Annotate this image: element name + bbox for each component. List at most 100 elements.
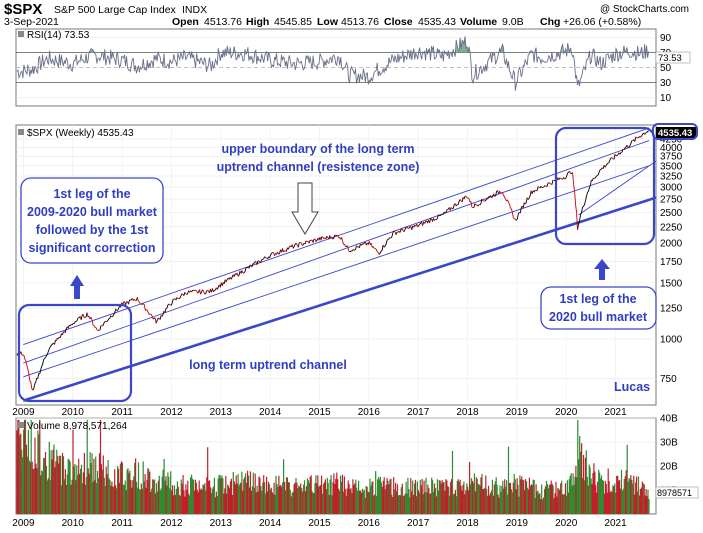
x-label-volume-2017: 2017 bbox=[407, 518, 430, 529]
open-value: 4513.76 bbox=[204, 16, 242, 28]
exchange-label: INDX bbox=[182, 4, 207, 16]
price-tick-1750: 1750 bbox=[660, 257, 683, 268]
callout-2009-line-4: significant correction bbox=[28, 241, 155, 255]
arrow-down-resistance bbox=[291, 182, 319, 235]
x-label-volume-2009: 2009 bbox=[12, 518, 35, 529]
x-axis-labels: 2009 2009 2010 2010 2011 2011 2012 2012 2013 2013… bbox=[12, 407, 627, 529]
price-tick-2500: 2500 bbox=[660, 208, 683, 219]
upper-boundary-line-2: uptrend channel (resistence zone) bbox=[217, 160, 420, 174]
x-label-volume-2018: 2018 bbox=[456, 518, 479, 529]
close-label: Close bbox=[384, 16, 413, 28]
open-label: Open bbox=[172, 16, 199, 28]
price-tag-highlight bbox=[652, 123, 698, 140]
price-tick-4000: 4000 bbox=[660, 143, 683, 154]
rsi-value-tag-box bbox=[655, 51, 691, 64]
x-label-price-2013: 2013 bbox=[210, 407, 233, 418]
low-value: 4513.76 bbox=[341, 16, 379, 28]
x-label-price-2011: 2011 bbox=[111, 407, 133, 418]
price-tick-2000: 2000 bbox=[660, 239, 683, 250]
arrow-up-2009 bbox=[70, 275, 84, 299]
price-legend-swatch bbox=[18, 129, 24, 135]
x-label-volume-2016: 2016 bbox=[358, 518, 381, 529]
x-label-price-2016: 2016 bbox=[358, 407, 381, 418]
price-tick-2250: 2250 bbox=[660, 222, 683, 233]
long-term-support-line bbox=[23, 196, 657, 402]
arrow-up-2020 bbox=[594, 259, 610, 280]
author-label: Lucas bbox=[614, 380, 650, 394]
callout-2020-leg bbox=[540, 286, 657, 330]
x-label-price-2014: 2014 bbox=[259, 407, 282, 418]
price-line-up bbox=[16, 130, 649, 391]
volume-tick-30B: 30B bbox=[660, 438, 678, 449]
x-label-price-2015: 2015 bbox=[308, 407, 331, 418]
callout-2009-leg bbox=[20, 177, 164, 264]
callout-2020-line-2: 2020 bull market bbox=[549, 310, 648, 324]
price-tick-750: 750 bbox=[660, 374, 677, 385]
symbol-label: $SPX bbox=[4, 1, 42, 18]
price-value-tag-box bbox=[656, 127, 696, 138]
price-tick-1250: 1250 bbox=[660, 304, 683, 315]
price-panel-label: $SPX (Weekly) 4535.43 bbox=[27, 128, 134, 139]
upper-boundary-line-1: upper boundary of the long term bbox=[221, 142, 414, 156]
chg-value: +26.06 (+0.58%) bbox=[563, 16, 641, 28]
x-label-volume-2013: 2013 bbox=[210, 518, 233, 529]
volume-panel-label: Volume 8,978,571,264 bbox=[27, 421, 128, 432]
callout-2009-line-1: 1st leg of the bbox=[53, 187, 130, 201]
x-label-price-2018: 2018 bbox=[456, 407, 479, 418]
volume-tick-40B: 40B bbox=[660, 414, 678, 425]
chg-label: Chg bbox=[540, 16, 560, 28]
rsi-tick-30: 30 bbox=[660, 78, 672, 89]
rsi-tick-10: 10 bbox=[660, 93, 672, 104]
quote-date: 3-Sep-2021 bbox=[4, 16, 59, 28]
lower-channel-inner-line bbox=[23, 165, 650, 378]
price-panel bbox=[15, 124, 657, 406]
rsi-panel-label: RSI(14) 73.53 bbox=[27, 30, 90, 41]
volume-value-tag-box bbox=[655, 486, 699, 499]
price-tick-3250: 3250 bbox=[660, 171, 683, 182]
volume-value: 9.0B bbox=[502, 16, 524, 28]
volume-tick-20B: 20B bbox=[660, 462, 678, 473]
x-label-price-2012: 2012 bbox=[160, 407, 183, 418]
rsi-overbought-fill bbox=[89, 48, 94, 53]
close-value: 4535.43 bbox=[418, 16, 456, 28]
volume-value-tag: 8978571 bbox=[657, 488, 692, 498]
callout-2020-line-1: 1st leg of the bbox=[559, 292, 636, 306]
high-value: 4545.85 bbox=[274, 16, 312, 28]
x-label-price-2020: 2020 bbox=[555, 407, 578, 418]
x-label-volume-2014: 2014 bbox=[259, 518, 282, 529]
box-2020-leg bbox=[554, 126, 656, 246]
price-tick-3000: 3000 bbox=[660, 183, 683, 194]
x-label-volume-2019: 2019 bbox=[506, 518, 529, 529]
volume-legend-swatch bbox=[18, 422, 24, 428]
long-term-channel-label: long term uptrend channel bbox=[189, 358, 347, 372]
low-label: Low bbox=[317, 16, 339, 28]
high-label: High bbox=[246, 16, 269, 28]
rsi-line bbox=[16, 36, 650, 91]
callout-2009-line-2: 2009-2020 bull market bbox=[27, 205, 158, 219]
upper-channel-inner-line bbox=[23, 140, 650, 364]
x-label-price-2017: 2017 bbox=[407, 407, 430, 418]
price-tick-3500: 3500 bbox=[660, 161, 683, 172]
price-tick-2750: 2750 bbox=[660, 195, 683, 206]
volume-bars-down bbox=[16, 419, 648, 514]
rsi-legend-swatch bbox=[18, 31, 24, 37]
price-tick-1500: 1500 bbox=[660, 278, 683, 289]
x-label-volume-2020: 2020 bbox=[555, 518, 578, 529]
x-label-price-2021: 2021 bbox=[604, 407, 627, 418]
channel-2020-lower bbox=[578, 160, 657, 216]
x-label-price-2009: 2009 bbox=[12, 407, 35, 418]
x-label-volume-2012: 2012 bbox=[160, 518, 183, 529]
callout-2009-line-3: followed by the 1st bbox=[36, 223, 149, 237]
x-label-volume-2010: 2010 bbox=[62, 518, 85, 529]
price-tick-3750: 3750 bbox=[660, 152, 683, 163]
x-label-price-2019: 2019 bbox=[506, 407, 529, 418]
stockcharts-watermark[interactable]: @ StockCharts.com bbox=[600, 4, 689, 15]
x-label-price-2010: 2010 bbox=[62, 407, 85, 418]
box-2009-leg bbox=[17, 303, 133, 403]
rsi-tick-50: 50 bbox=[660, 63, 672, 74]
index-name: S&P 500 Large Cap Index bbox=[54, 4, 177, 16]
rsi-panel bbox=[15, 28, 657, 107]
price-value-tag: 4535.43 bbox=[658, 128, 692, 139]
rsi-value-tag: 73.53 bbox=[658, 53, 682, 64]
